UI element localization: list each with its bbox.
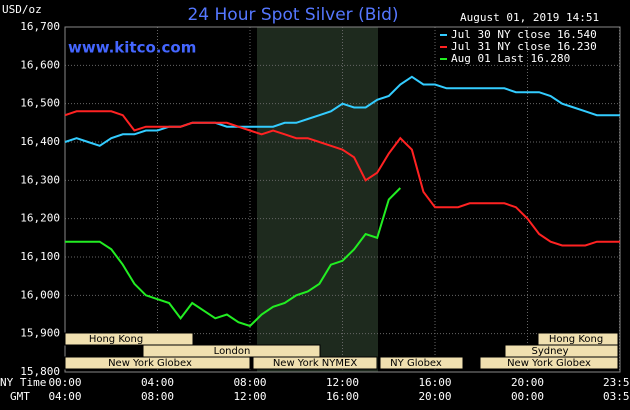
session-label: New York Globex: [507, 358, 591, 369]
x-tick-label-gmt: 16:00: [326, 390, 359, 403]
session-label: New York Globex: [108, 358, 192, 369]
y-tick-label: 16,600: [20, 58, 60, 71]
session-bar: [379, 356, 464, 370]
x-tick-label: 16:00: [418, 376, 451, 389]
legend-label: Aug 01 Last 16.280: [451, 52, 570, 65]
x-tick-label-gmt: 12:00: [233, 390, 266, 403]
chart-title: 24 Hour Spot Silver (Bid): [187, 5, 398, 25]
x-tick-label-gmt: 00:00: [511, 390, 544, 403]
session-bar: [64, 332, 194, 346]
x-tick-label-gmt: 04:00: [48, 390, 81, 403]
legend-label: Jul 31 NY close 16.230: [451, 40, 597, 53]
timestamp: August 01, 2019 14:51: [460, 11, 599, 24]
session-label: NY Globex: [390, 358, 442, 369]
x-row-label: NY Time: [0, 376, 46, 389]
sessions: Hong Kong Hong Kong London Sydney New Yo…: [64, 332, 619, 370]
x-row-label: GMT: [10, 390, 30, 403]
x-tick-label: 23:59: [603, 376, 630, 389]
y-tick-label: 16,100: [20, 250, 60, 263]
session-label: Sydney: [531, 346, 568, 357]
x-tick-label: 04:00: [141, 376, 174, 389]
session-label: London: [214, 346, 251, 357]
session-bar: [64, 356, 251, 370]
session-label: Hong Kong: [89, 334, 143, 345]
session-label: Hong Kong: [549, 334, 603, 345]
x-tick-label-gmt: 08:00: [141, 390, 174, 403]
y-tick-label: 15,900: [20, 327, 60, 340]
y-tick-label: 16,300: [20, 173, 60, 186]
legend-label: Jul 30 NY close 16.540: [451, 28, 597, 41]
watermark: www.kitco.com: [68, 39, 196, 57]
session-label: New York NYMEX: [273, 358, 358, 369]
unit-label: USD/oz: [2, 3, 42, 16]
session-bar: [479, 356, 619, 370]
y-tick-label: 16,200: [20, 212, 60, 225]
y-tick-label: 15,800: [20, 365, 60, 378]
y-tick-label: 16,500: [20, 97, 60, 110]
plot-frame: [64, 26, 621, 373]
x-tick-label-gmt: 20:00: [418, 390, 451, 403]
series-line: [65, 187, 402, 328]
series-line: [64, 75, 620, 147]
session-highlight: [257, 27, 378, 372]
x-tick-label: 12:00: [326, 376, 359, 389]
y-tick-label: 16,400: [20, 135, 60, 148]
session-bar: [252, 356, 378, 370]
y-tick-label: 16,000: [20, 288, 60, 301]
x-tick-label-gmt: 03:59: [603, 390, 630, 403]
x-tick-label: 20:00: [511, 376, 544, 389]
x-tick-label: 00:00: [48, 376, 81, 389]
x-tick-label: 08:00: [233, 376, 266, 389]
series-line: [64, 110, 620, 247]
y-tick-label: 16,700: [20, 20, 60, 33]
